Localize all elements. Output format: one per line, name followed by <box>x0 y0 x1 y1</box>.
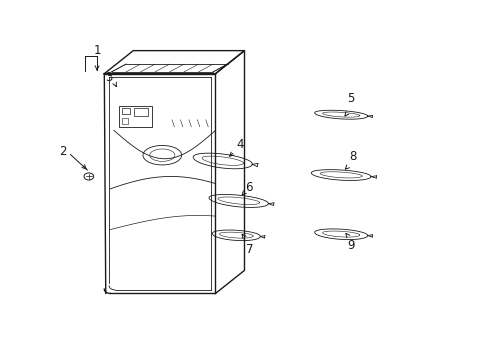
Text: 6: 6 <box>245 181 253 194</box>
Text: 1: 1 <box>93 44 101 57</box>
Bar <box>134 108 147 116</box>
Bar <box>119 105 151 127</box>
Text: 4: 4 <box>235 138 243 151</box>
Text: 9: 9 <box>346 239 354 252</box>
Text: 7: 7 <box>245 243 253 256</box>
Bar <box>122 108 130 114</box>
Text: 5: 5 <box>346 92 354 105</box>
Text: 2: 2 <box>60 145 67 158</box>
Bar <box>122 118 127 124</box>
Text: 8: 8 <box>349 150 356 163</box>
Text: 3: 3 <box>105 71 113 84</box>
